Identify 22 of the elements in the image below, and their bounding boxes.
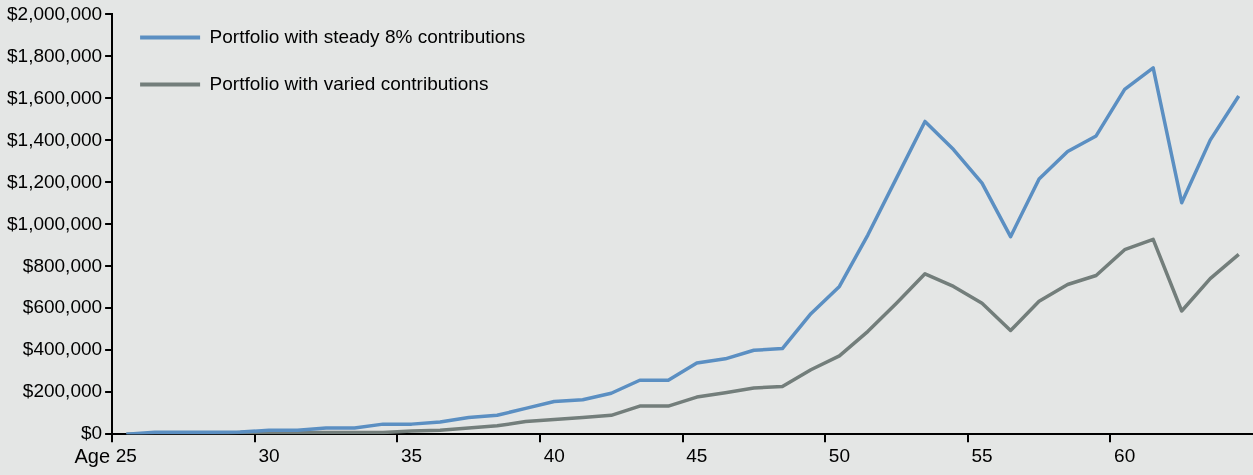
y-tick-label: $1,400,000 [7, 128, 103, 150]
x-axis-title: Age [74, 444, 111, 467]
y-tick-label: $2,000,000 [7, 2, 103, 24]
y-tick-label: $400,000 [22, 338, 103, 360]
x-tick-label: 45 [686, 444, 708, 466]
legend-label: Portfolio with steady 8% contributions [209, 25, 526, 47]
x-tick-label: 55 [971, 444, 993, 466]
y-tick-label: $0 [80, 422, 103, 444]
y-tick-label: $1,200,000 [7, 170, 103, 192]
x-tick-label: 60 [1114, 444, 1136, 466]
x-tick-label: 35 [401, 444, 423, 466]
x-tick-label: 25 [115, 444, 137, 466]
y-tick-label: $600,000 [22, 296, 103, 318]
y-tick-label: $1,000,000 [7, 212, 103, 234]
y-tick-label: $1,800,000 [7, 44, 103, 66]
x-tick-label: 40 [543, 444, 565, 466]
legend-label: Portfolio with varied contributions [209, 72, 489, 94]
y-tick-label: $200,000 [22, 380, 103, 402]
y-tick-label: $800,000 [22, 254, 103, 276]
y-tick-label: $1,600,000 [7, 86, 103, 108]
x-tick-label: 50 [828, 444, 850, 466]
x-tick-label: 30 [258, 444, 280, 466]
